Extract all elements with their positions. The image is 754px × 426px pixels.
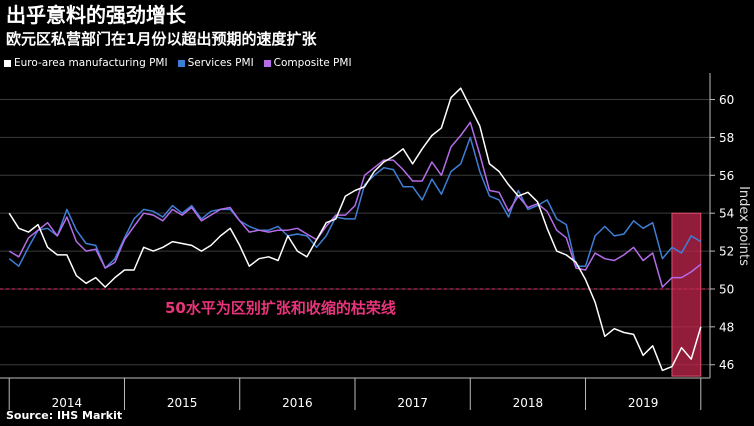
chart-subtitle: 欧元区私营部门在1月份以超出预期的速度扩张	[6, 30, 317, 48]
legend-item-composite: Composite PMI	[263, 57, 352, 69]
legend-label-composite: Composite PMI	[273, 57, 352, 69]
legend-swatch-services	[177, 59, 185, 67]
legend-swatch-composite	[263, 59, 271, 67]
series-line-manufacturing	[8, 87, 702, 372]
y-tick-label-48: 48	[719, 320, 734, 334]
x-tick-label-2014: 2014	[52, 396, 83, 410]
x-tick-label-2015: 2015	[167, 396, 198, 410]
y-tick-label-52: 52	[719, 245, 734, 259]
x-tick-label-2017: 2017	[397, 396, 428, 410]
y-tick-label-54: 54	[719, 207, 734, 221]
legend-label-manufacturing: Euro-area manufacturing PMI	[14, 57, 168, 69]
series-line-composite	[8, 121, 702, 288]
legend-item-manufacturing: Euro-area manufacturing PMI	[4, 57, 168, 69]
x-tick-label-2018: 2018	[513, 396, 544, 410]
series-line-services	[8, 136, 702, 269]
legend-item-services: Services PMI	[177, 57, 254, 69]
y-tick-label-50: 50	[719, 282, 734, 296]
legend-label-services: Services PMI	[187, 57, 254, 69]
source-note: Source: IHS Markit	[6, 409, 123, 422]
highlight-box	[671, 212, 702, 377]
y-tick-label-46: 46	[719, 358, 734, 372]
x-tick-label-2016: 2016	[282, 396, 313, 410]
y-tick-label-58: 58	[719, 131, 734, 145]
y-axis-title: Index points	[736, 186, 751, 266]
legend-swatch-manufacturing	[4, 59, 11, 67]
chart-title: 出乎意料的强劲增长	[6, 3, 186, 27]
y-tick-label-60: 60	[719, 93, 734, 107]
threshold-annotation: 50水平为区别扩张和收缩的枯荣线	[165, 299, 396, 317]
x-tick-label-2019: 2019	[628, 396, 659, 410]
y-tick-label-56: 56	[719, 169, 734, 183]
legend: Euro-area manufacturing PMI Services PMI…	[4, 57, 352, 69]
